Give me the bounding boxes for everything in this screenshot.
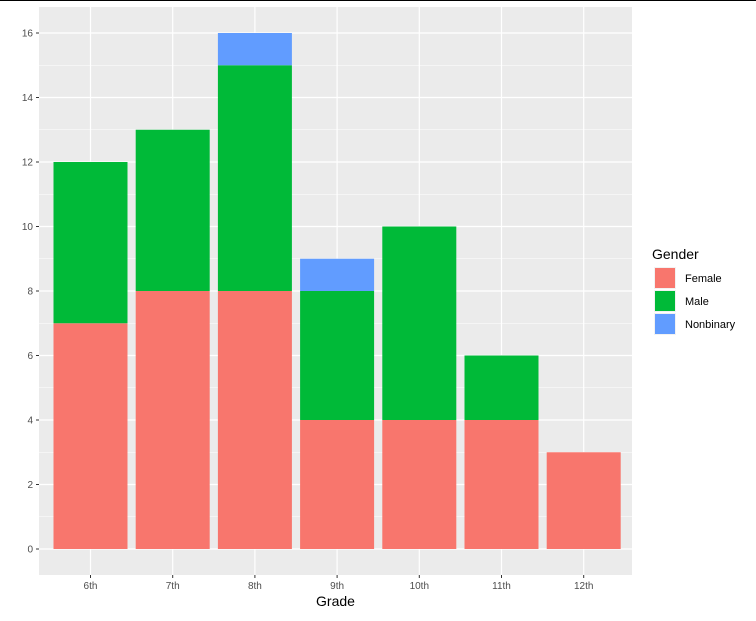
bar-male-9th	[300, 291, 375, 420]
bar-female-6th	[53, 323, 128, 549]
bar-male-11th	[464, 355, 539, 420]
x-axis-title: Grade	[316, 593, 355, 609]
x-tick-label: 6th	[84, 581, 98, 592]
y-tick-label: 12	[22, 158, 34, 169]
legend-swatch-male	[655, 291, 675, 311]
y-tick-label: 4	[27, 416, 33, 427]
legend-label-male: Male	[685, 296, 709, 308]
x-tick-label: 12th	[574, 581, 593, 592]
legend-swatch-female	[655, 268, 675, 288]
y-tick-label: 0	[27, 545, 33, 556]
legend-label-female: Female	[685, 273, 722, 285]
bar-male-7th	[135, 129, 210, 291]
x-tick-label: 8th	[248, 581, 262, 592]
bar-nonbinary-9th	[300, 258, 375, 291]
x-axis: 6th 7th 8th 9th 10th 11th 12th	[84, 575, 593, 592]
bar-female-8th	[217, 291, 292, 549]
bar-female-11th	[464, 420, 539, 549]
y-tick-label: 14	[22, 93, 34, 104]
x-tick-label: 10th	[410, 581, 429, 592]
y-tick-label: 8	[27, 287, 33, 298]
x-tick-label: 7th	[166, 581, 180, 592]
y-axis: 0 2 4 6 8 10 12 14 16	[22, 29, 39, 556]
legend-swatch-nonbinary	[655, 314, 675, 334]
bar-female-9th	[300, 420, 375, 549]
legend: Gender Female Male Nonbinary	[652, 246, 736, 335]
bar-female-12th	[546, 452, 621, 549]
x-tick-label: 9th	[330, 581, 344, 592]
y-tick-label: 16	[22, 29, 34, 40]
y-tick-label: 2	[27, 480, 33, 491]
legend-title: Gender	[652, 246, 699, 262]
legend-label-nonbinary: Nonbinary	[685, 319, 736, 331]
bars	[53, 33, 621, 549]
bar-male-6th	[53, 162, 128, 324]
bar-male-10th	[382, 226, 457, 420]
y-tick-label: 10	[22, 222, 34, 233]
bar-female-10th	[382, 420, 457, 549]
y-tick-label: 6	[27, 351, 33, 362]
bar-male-8th	[217, 65, 292, 291]
bar-female-7th	[135, 291, 210, 549]
x-tick-label: 11th	[492, 581, 511, 592]
bar-nonbinary-8th	[217, 33, 292, 66]
top-border-line	[0, 0, 756, 1]
